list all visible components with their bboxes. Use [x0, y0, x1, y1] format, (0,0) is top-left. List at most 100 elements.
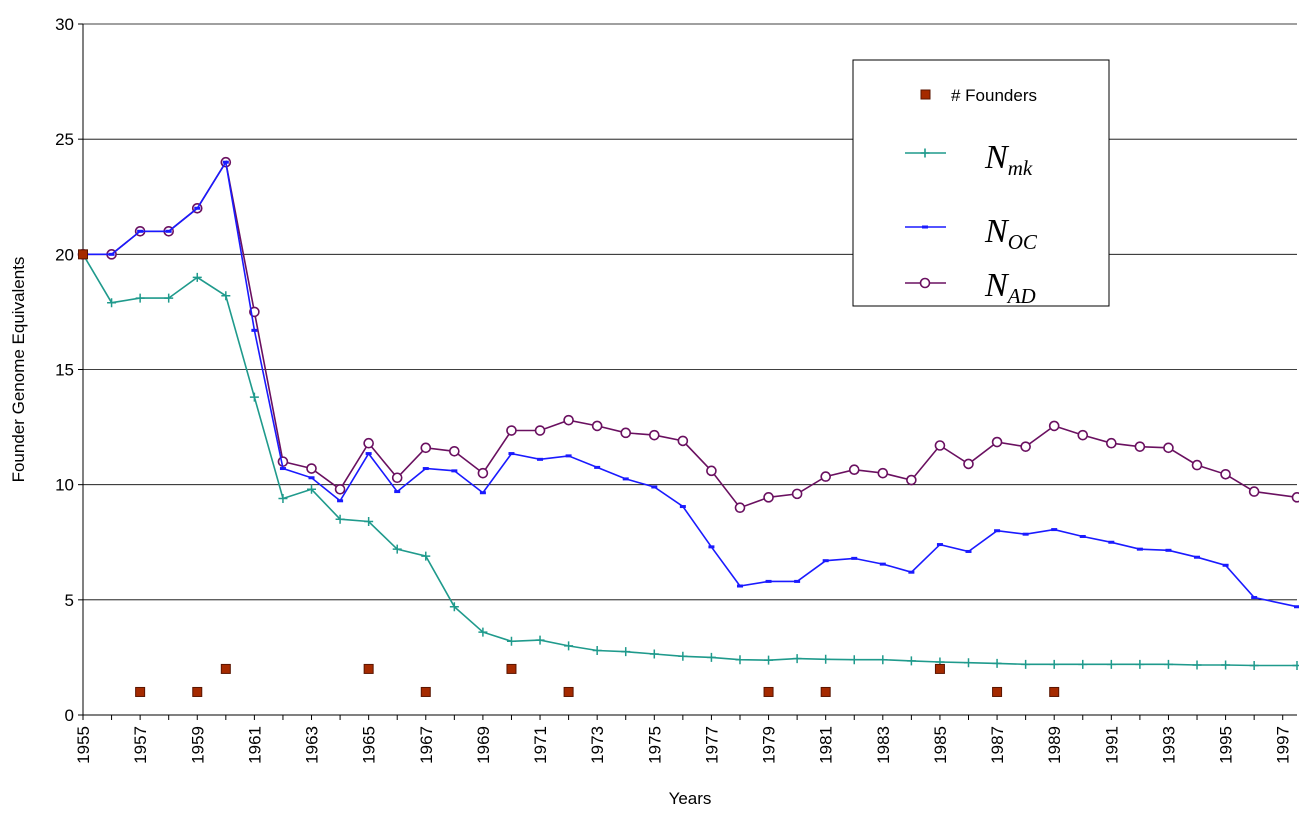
x-tick-label: 1963 [303, 726, 322, 764]
noc-point [823, 559, 829, 562]
nad-point [1221, 470, 1230, 479]
noc-point [337, 499, 343, 502]
legend: # Founders Nmk NOC NAD [853, 60, 1109, 308]
nad-point [964, 459, 973, 468]
legend-nad-symbol: N [984, 267, 1010, 304]
nmk-point [421, 552, 430, 561]
nad-point [764, 493, 773, 502]
founders-point [764, 687, 773, 696]
noc-point [366, 452, 372, 455]
noc-point [1023, 533, 1029, 536]
nmk-point [1135, 660, 1144, 669]
noc-point [708, 545, 714, 548]
x-tick-label: 1975 [645, 726, 664, 764]
y-tick-label: 0 [65, 706, 74, 725]
legend-noc-marker [922, 226, 928, 229]
nad-point [821, 472, 830, 481]
nmk-point [278, 494, 287, 503]
noc-point [623, 477, 629, 480]
nmk-point [1193, 661, 1202, 670]
noc-point [223, 161, 229, 164]
y-tick-label: 30 [55, 15, 74, 34]
noc-point [966, 550, 972, 553]
founders-point [507, 664, 516, 673]
x-tick-label: 1993 [1159, 726, 1178, 764]
noc-point [994, 529, 1000, 532]
founders-point [193, 687, 202, 696]
nad-point [935, 441, 944, 450]
nad-point [793, 489, 802, 498]
noc-point [394, 490, 400, 493]
y-axis-title: Founder Genome Equivalents [9, 257, 28, 483]
nmk-point [1021, 660, 1030, 669]
nad-point [593, 421, 602, 430]
nad-point [850, 465, 859, 474]
nad-point [1107, 439, 1116, 448]
legend-founders-label: # Founders [951, 86, 1037, 105]
noc-point [766, 580, 772, 583]
nad-point [650, 431, 659, 440]
y-tick-label: 15 [55, 361, 74, 380]
series-noc [80, 161, 1299, 609]
nad-point [564, 416, 573, 425]
nad-point [336, 485, 345, 494]
x-tick-label: 1977 [702, 726, 721, 764]
founders-point [1050, 687, 1059, 696]
noc-point [594, 466, 600, 469]
nmk-point [1250, 661, 1259, 670]
nmk-point [1107, 660, 1116, 669]
founders-point [821, 687, 830, 696]
founders-point [221, 664, 230, 673]
series-nad [79, 158, 1299, 513]
nmk-point [250, 393, 259, 402]
nad-point [907, 476, 916, 485]
noc-point [1108, 541, 1114, 544]
y-tick-label: 10 [55, 476, 74, 495]
nad-line [83, 162, 1297, 508]
noc-point [109, 253, 115, 256]
x-tick-label: 1987 [988, 726, 1007, 764]
nmk-point [621, 647, 630, 656]
nad-point [364, 439, 373, 448]
x-tick-label: 1967 [417, 726, 436, 764]
nmk-point [878, 655, 887, 664]
noc-point [1251, 596, 1257, 599]
nad-point [1050, 421, 1059, 430]
x-tick-label: 1971 [531, 726, 550, 764]
noc-line [83, 162, 1297, 607]
noc-point [851, 557, 857, 560]
x-tick-label: 1979 [760, 726, 779, 764]
nmk-point [107, 298, 116, 307]
noc-point [280, 467, 286, 470]
nad-point [707, 466, 716, 475]
nmk-point [964, 658, 973, 667]
nad-point [1250, 487, 1259, 496]
nmk-point [1078, 660, 1087, 669]
noc-point [1194, 556, 1200, 559]
x-tick-label: 1955 [74, 726, 93, 764]
noc-point [194, 207, 200, 210]
nmk-point [650, 649, 659, 658]
nmk-point [1050, 660, 1059, 669]
nmk-point [1293, 661, 1299, 670]
founders-point [364, 664, 373, 673]
nmk-point [993, 659, 1002, 668]
x-tick-label: 1959 [188, 726, 207, 764]
noc-point [451, 469, 457, 472]
x-tick-label: 1973 [588, 726, 607, 764]
nad-point [421, 443, 430, 452]
nmk-point [221, 291, 230, 300]
noc-point [1051, 528, 1057, 531]
nmk-line [83, 254, 1297, 665]
noc-point [794, 580, 800, 583]
noc-point [166, 230, 172, 233]
y-tick-label: 25 [55, 130, 74, 149]
x-tick-label: 1965 [360, 726, 379, 764]
nmk-point [564, 641, 573, 650]
noc-point [309, 476, 315, 479]
founders-point [935, 664, 944, 673]
